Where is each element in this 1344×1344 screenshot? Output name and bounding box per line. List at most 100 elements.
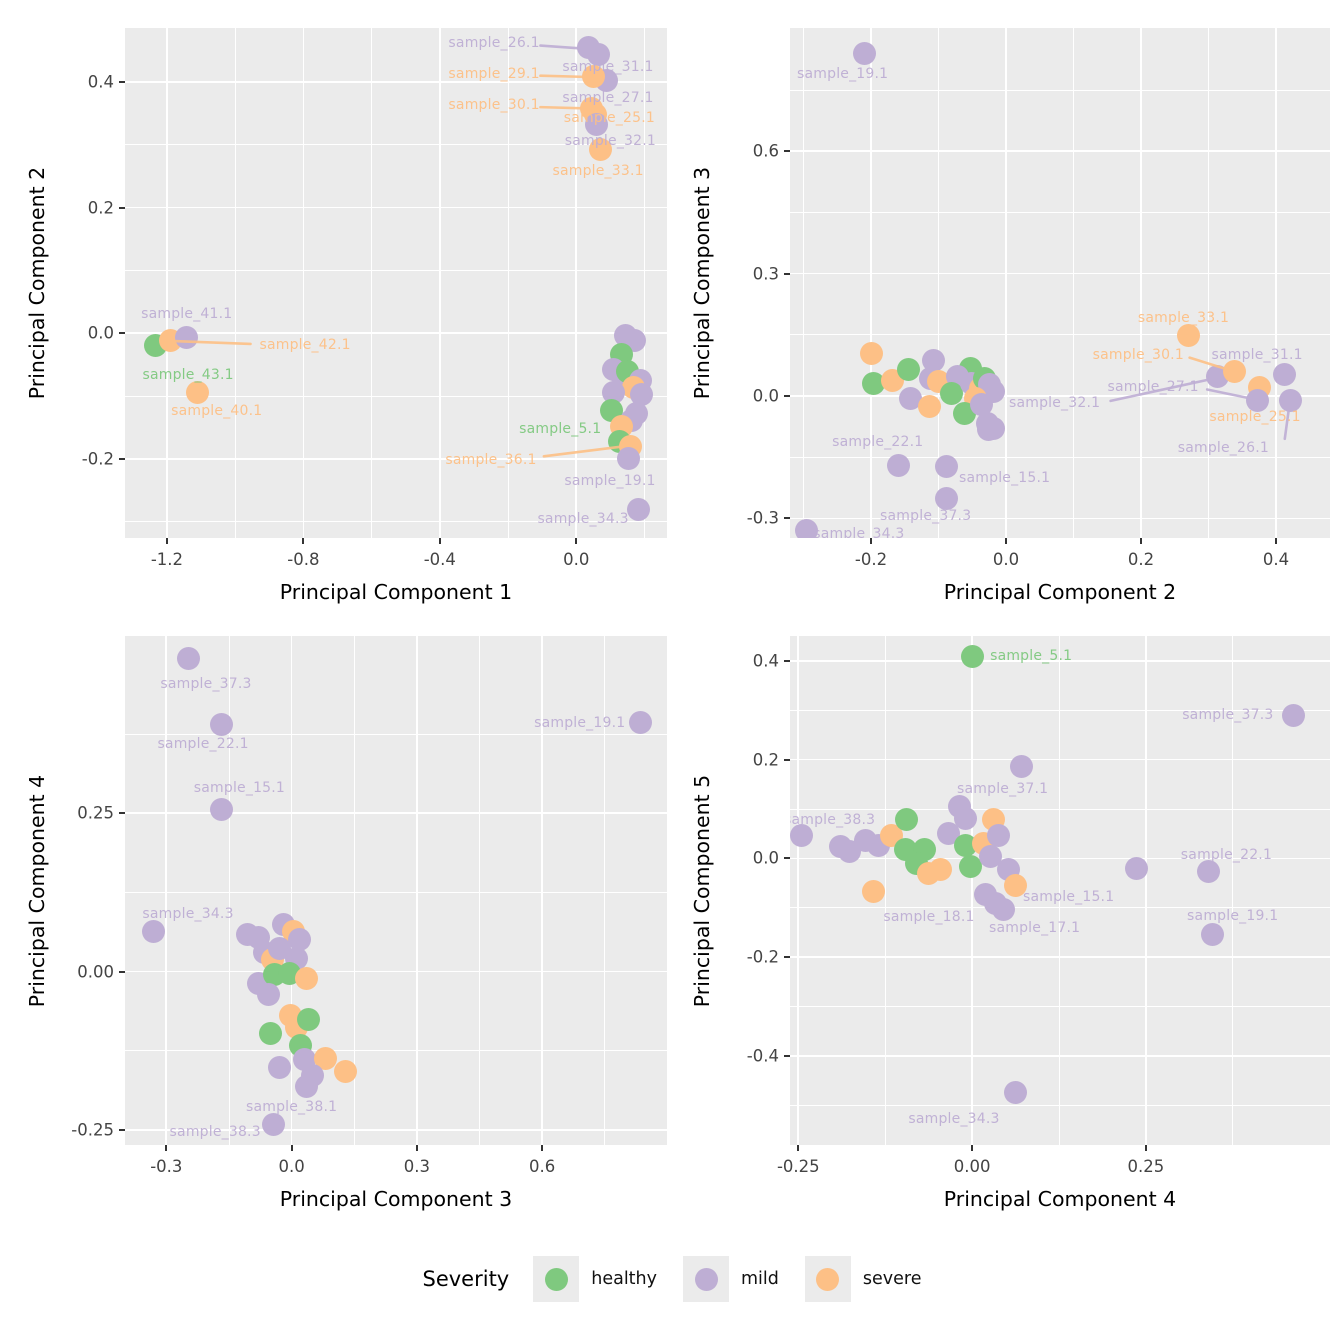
y-tick-label: 0.2 (87, 198, 114, 218)
data-point-severe (1176, 324, 1200, 348)
data-point-healthy (953, 833, 977, 857)
data-point-mild (886, 453, 910, 477)
x-tick-mark (290, 1145, 293, 1151)
data-point-healthy (958, 855, 982, 879)
y-tick-mark (784, 517, 790, 520)
y-tick-mark (784, 758, 790, 761)
data-point-mild (935, 454, 959, 478)
gridline-major-x (1140, 28, 1142, 538)
sample-label: sample_26.1 (1177, 440, 1269, 457)
legend-item-severe: severe (804, 1256, 922, 1302)
sample-label: sample_37.3 (880, 508, 972, 525)
y-tick-mark (784, 272, 790, 275)
x-tick-mark (165, 538, 168, 544)
y-tick-label: 0.4 (87, 72, 114, 92)
sample-label: sample_27.1 (1107, 379, 1199, 396)
sample-label: sample_32.1 (564, 133, 657, 150)
gridline-major-y (790, 150, 1330, 153)
data-point-healthy (939, 381, 963, 405)
gridline-major-x (166, 28, 168, 538)
gridline-major-x (1275, 28, 1277, 538)
sample-label: sample_15.1 (193, 779, 286, 796)
legend-items: healthy mild severe (533, 1256, 921, 1302)
gridline-minor-y (125, 144, 667, 146)
gridline-minor-y (125, 395, 667, 397)
x-tick-mark (1275, 538, 1277, 544)
y-tick-label: 0.6 (752, 141, 779, 161)
sample-label: sample_32.1 (1008, 394, 1101, 411)
data-point-mild (261, 1113, 285, 1137)
x-axis-title: Principal Component 2 (943, 580, 1177, 604)
y-tick-mark (119, 812, 125, 815)
y-tick-mark (119, 81, 125, 83)
x-tick-mark (438, 538, 441, 544)
sample-label: sample_19.1 (534, 714, 626, 731)
y-axis-title: Principal Component 5 (690, 774, 714, 1007)
gridline-minor-x (644, 28, 645, 538)
gridline-minor-y (125, 1050, 667, 1052)
gridline-minor-y (790, 211, 1330, 213)
data-point-severe (861, 879, 885, 903)
data-point-mild (209, 797, 233, 821)
sample-label: sample_38.3 (169, 1123, 261, 1140)
sample-label: sample_19.1 (1187, 908, 1279, 925)
y-tick-mark (784, 659, 790, 662)
scatter-panel-3: sample_37.3 sample_19.1 sample_22.1 sample_… (125, 636, 667, 1145)
y-tick-label: -0.2 (81, 449, 114, 469)
legend-label-severe: severe (862, 1269, 922, 1289)
x-tick-label: 0.4 (1262, 550, 1290, 569)
gridline-major-x (971, 636, 973, 1145)
gridline-major-y (125, 81, 667, 83)
sample-label: sample_37.3 (1182, 707, 1274, 724)
x-tick-label: -0.4 (423, 550, 456, 569)
y-tick-mark (119, 457, 125, 460)
data-point-severe (1003, 873, 1027, 897)
gridline-major-y (790, 517, 1330, 520)
data-point-mild (986, 823, 1010, 847)
sample-label: sample_43.1 (142, 366, 234, 383)
scatter-panel-4: sample_5.1 sample_37.3 sample_37.1 sample_3… (790, 636, 1330, 1145)
x-axis-title: Principal Component 1 (279, 580, 513, 604)
y-tick-label: 0.0 (87, 323, 114, 343)
label-leader-lines (125, 636, 667, 1145)
x-tick-label: -1.2 (150, 550, 184, 569)
data-point-mild (921, 348, 945, 372)
x-tick-label: -0.3 (150, 1157, 183, 1176)
gridline-minor-x (938, 28, 939, 538)
gridline-minor-x (1073, 28, 1074, 538)
data-point-mild (1282, 703, 1306, 727)
gridline-minor-y (790, 89, 1330, 91)
gridline-major-x (1144, 636, 1147, 1145)
sample-label: sample_36.1 (445, 452, 537, 469)
x-tick-label: 0.00 (953, 1157, 991, 1176)
gridline-minor-x (1058, 636, 1060, 1145)
gridline-minor-x (479, 636, 480, 1145)
gridline-minor-y (125, 269, 667, 271)
x-tick-label: -0.25 (776, 1157, 820, 1176)
gridline-minor-y (790, 907, 1330, 909)
gridline-major-y (790, 758, 1330, 761)
sample-label: sample_42.1 (259, 337, 351, 354)
x-tick-label: 0.2 (1127, 550, 1155, 569)
data-point-mild (852, 41, 876, 65)
sample-label: sample_34.3 (142, 905, 234, 922)
data-point-mild (935, 487, 959, 511)
x-tick-mark (1144, 1145, 1147, 1151)
data-point-severe (860, 341, 884, 365)
data-point-mild (936, 821, 960, 845)
data-point-mild (267, 936, 291, 960)
y-tick-mark (119, 206, 125, 209)
sample-label: sample_22.1 (832, 434, 924, 451)
y-tick-label: -0.25 (71, 1120, 114, 1140)
gridline-minor-y (790, 808, 1330, 810)
sample-label: sample_33.1 (1137, 310, 1230, 327)
gridline-major-y (790, 272, 1330, 275)
data-point-mild (628, 711, 652, 735)
data-point-healthy (259, 1022, 283, 1046)
gridline-major-x (302, 28, 305, 538)
data-point-mild (176, 646, 200, 670)
sample-label: sample_17.1 (988, 919, 1081, 936)
gridline-minor-y (790, 456, 1330, 458)
y-tick-label: -0.4 (746, 1046, 779, 1066)
